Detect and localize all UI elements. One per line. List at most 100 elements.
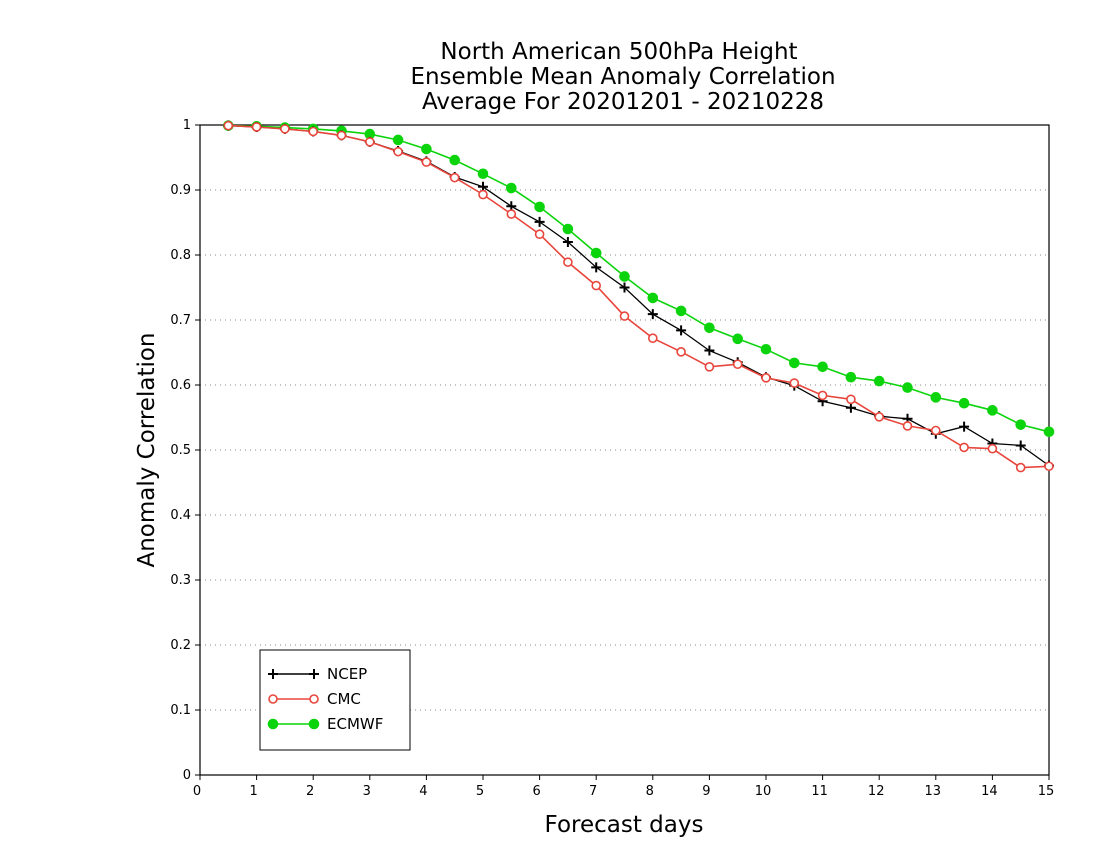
- y-tick-label: 0.5: [170, 443, 191, 458]
- y-axis-label: Anomaly Correlation: [134, 332, 160, 567]
- data-point-cmc: [874, 412, 885, 422]
- x-tick-label: 2: [306, 784, 314, 799]
- title-line-2: Ensemble Mean Anomaly Correlation: [410, 64, 835, 90]
- legend-marker-ecmwf: [267, 718, 279, 730]
- data-point-cmc: [251, 122, 262, 132]
- series-ecmwf: [223, 120, 1055, 438]
- data-point-ecmwf: [449, 154, 461, 166]
- x-tick-label: 7: [589, 784, 597, 799]
- grid: [200, 189, 1049, 711]
- x-tick-label: 14: [981, 784, 998, 799]
- series-cmc: [223, 120, 1054, 473]
- data-point-cmc: [534, 229, 545, 239]
- data-point-ncep: [647, 309, 658, 320]
- data-point-cmc: [619, 311, 630, 321]
- legend-marker-ncep: [268, 669, 278, 679]
- data-point-ncep: [1015, 440, 1026, 451]
- legend-marker-ncep: [309, 669, 319, 679]
- legend-label-ecmwf: ECMWF: [327, 715, 383, 733]
- data-point-cmc: [1044, 461, 1054, 472]
- x-tick-label: 4: [419, 784, 427, 799]
- data-point-ecmwf: [930, 392, 942, 403]
- x-tick-label: 3: [363, 784, 371, 799]
- y-tick-label: 0: [183, 768, 191, 783]
- data-point-cmc: [591, 280, 602, 291]
- data-point-ecmwf: [562, 223, 574, 235]
- series-line-cmc: [228, 124, 1050, 469]
- x-tick-label: 6: [532, 784, 540, 799]
- data-point-ecmwf: [506, 182, 517, 194]
- x-tick-label: 12: [868, 784, 885, 799]
- legend-entry-cmc: CMC: [268, 690, 361, 708]
- data-point-cmc: [506, 209, 517, 219]
- data-point-cmc: [563, 257, 573, 267]
- legend-label-cmc: CMC: [327, 690, 361, 708]
- y-tick-label: 0.1: [170, 703, 191, 718]
- data-point-cmc: [280, 124, 290, 134]
- data-point-ecmwf: [873, 375, 885, 387]
- x-tick-label: 10: [755, 784, 772, 799]
- y-tick-label: 0.9: [170, 183, 191, 198]
- chart-title: North American 500hPa Height Ensemble Me…: [410, 39, 835, 115]
- legend-entry-ecmwf: ECMWF: [267, 715, 383, 733]
- y-tick-label: 0.3: [170, 573, 191, 588]
- data-point-cmc: [987, 443, 998, 454]
- data-point-ncep: [591, 262, 602, 273]
- data-point-cmc: [421, 157, 432, 167]
- data-point-ecmwf: [817, 361, 828, 373]
- series-line-ecmwf: [228, 124, 1050, 433]
- y-tick-label: 0.4: [170, 508, 191, 523]
- data-point-ecmwf: [590, 247, 602, 259]
- x-axis-label: Forecast days: [545, 812, 704, 838]
- data-point-ecmwf: [392, 134, 404, 146]
- data-point-cmc: [704, 361, 715, 372]
- data-point-ecmwf: [1043, 426, 1055, 438]
- x-tick-label: 15: [1038, 784, 1055, 799]
- data-point-ncep: [534, 216, 545, 227]
- data-point-cmc: [902, 421, 913, 431]
- data-point-cmc: [959, 442, 969, 453]
- series-ncep: [223, 120, 1054, 471]
- data-point-cmc: [732, 359, 743, 370]
- data-point-ncep: [704, 345, 715, 356]
- data-point-ecmwf: [732, 333, 744, 345]
- data-point-ecmwf: [704, 322, 715, 334]
- data-point-cmc: [478, 189, 488, 200]
- data-point-ecmwf: [845, 371, 857, 383]
- legend-marker-cmc: [268, 694, 278, 704]
- y-tick-label: 0.6: [170, 378, 191, 393]
- data-point-cmc: [789, 378, 800, 388]
- data-point-cmc: [761, 373, 771, 383]
- data-point-cmc: [846, 394, 856, 405]
- data-point-cmc: [817, 390, 828, 401]
- x-tick-label: 1: [249, 784, 257, 799]
- legend-box: [259, 649, 411, 751]
- data-point-cmc: [336, 130, 347, 141]
- data-point-cmc: [1015, 462, 1026, 473]
- data-point-cmc: [449, 172, 460, 183]
- x-tick-label: 5: [476, 784, 484, 799]
- y-tick-label: 0.7: [170, 313, 191, 328]
- legend-label-ncep: NCEP: [327, 665, 367, 683]
- legend: NCEP CMC ECMWF: [259, 649, 411, 751]
- title-line-3: Average For 20201201 - 20210228: [422, 89, 824, 115]
- legend-marker-ecmwf: [308, 718, 320, 730]
- series-layer: [223, 120, 1055, 473]
- y-tick-label: 0.2: [170, 638, 191, 653]
- data-point-ecmwf: [619, 271, 630, 282]
- x-tick-label: 9: [702, 784, 710, 799]
- data-point-ncep: [676, 325, 687, 336]
- legend-entry-ncep: NCEP: [268, 665, 367, 683]
- data-point-ecmwf: [789, 357, 800, 369]
- y-tick-label: 1: [183, 118, 191, 133]
- data-point-ecmwf: [958, 397, 970, 409]
- data-point-cmc: [223, 120, 234, 131]
- data-point-ecmwf: [760, 343, 772, 355]
- data-point-cmc: [676, 347, 686, 357]
- legend-marker-cmc: [309, 694, 319, 704]
- data-point-ecmwf: [477, 168, 489, 180]
- data-point-ncep: [562, 237, 573, 247]
- data-point-ncep: [959, 421, 970, 432]
- data-point-ecmwf: [987, 405, 998, 416]
